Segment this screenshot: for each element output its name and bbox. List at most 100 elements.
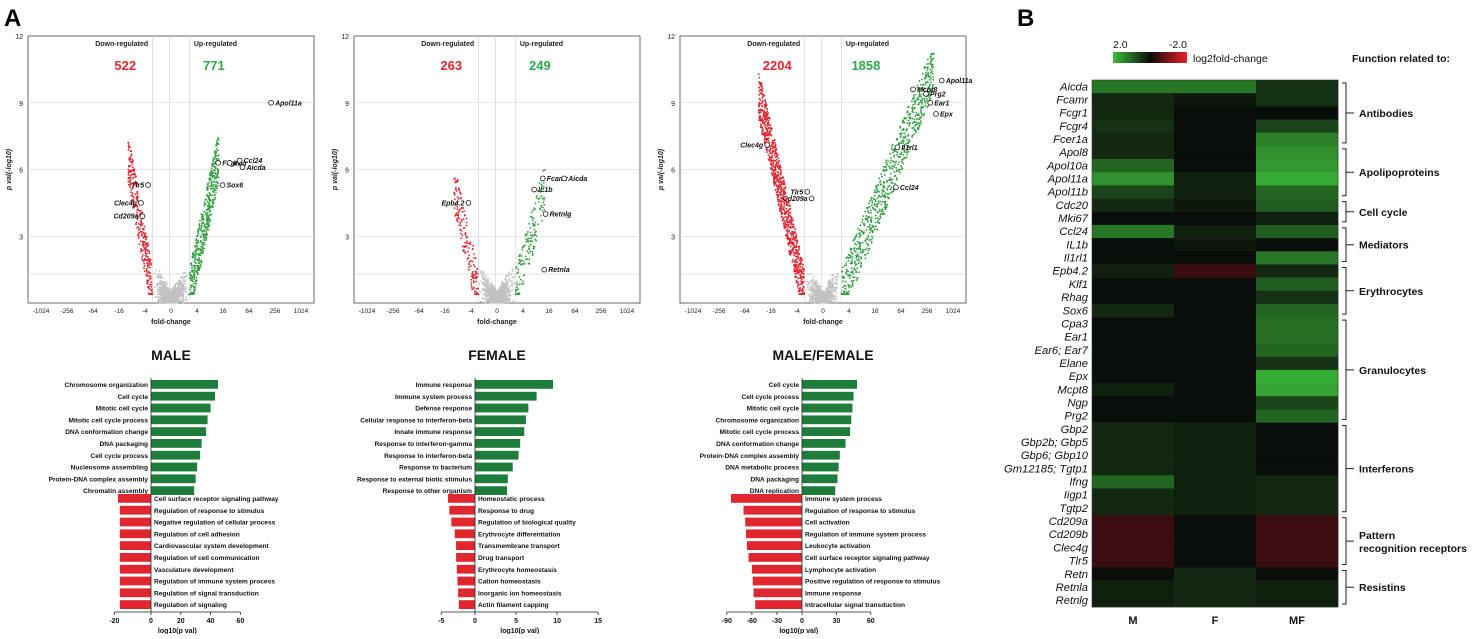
point [179, 289, 181, 291]
point [533, 247, 535, 249]
point [134, 193, 136, 195]
point [503, 282, 505, 284]
point [510, 289, 512, 291]
point [204, 230, 206, 232]
point [528, 258, 530, 260]
point [835, 287, 837, 289]
point [796, 253, 798, 255]
point [148, 271, 150, 273]
point [792, 259, 794, 261]
point [215, 173, 217, 175]
x-tick-label: 256 [596, 308, 607, 315]
point [174, 287, 176, 289]
point [508, 278, 510, 280]
point [797, 261, 799, 263]
point [500, 288, 502, 290]
point [458, 211, 460, 213]
point [201, 219, 203, 221]
point [530, 235, 532, 237]
point [141, 256, 143, 258]
point [208, 196, 210, 198]
point [455, 212, 457, 214]
point [760, 111, 762, 113]
x-tick-label: 1024 [294, 308, 309, 315]
point [797, 257, 799, 259]
gene-marker [269, 100, 274, 105]
point [132, 173, 134, 175]
x-tick-label: -64 [414, 308, 424, 315]
point [786, 220, 788, 222]
point [161, 284, 163, 286]
gene-label: Sox6 [226, 183, 243, 190]
point [180, 277, 182, 279]
point [203, 239, 205, 241]
point [161, 302, 163, 304]
point [774, 155, 776, 157]
point [165, 288, 167, 290]
point [173, 292, 175, 294]
point [766, 105, 768, 107]
y-tick-label: 6 [345, 168, 349, 175]
point [134, 173, 136, 175]
point [458, 218, 460, 220]
x-tick-label: 64 [571, 308, 579, 315]
point [807, 274, 809, 276]
point [175, 295, 177, 297]
point [197, 247, 199, 249]
point [218, 139, 220, 141]
point [138, 237, 140, 239]
point [769, 151, 771, 153]
point [159, 302, 161, 304]
point [534, 208, 536, 210]
up-regulated-label: Up-regulated [520, 41, 563, 48]
point [500, 286, 502, 288]
point [759, 118, 761, 120]
point [761, 110, 763, 112]
point [829, 295, 831, 297]
point [814, 292, 816, 294]
point [761, 130, 763, 132]
point [130, 191, 132, 193]
point [217, 150, 219, 152]
point [213, 163, 215, 165]
point [138, 232, 140, 234]
point [206, 215, 208, 217]
point [773, 175, 775, 177]
point [836, 295, 838, 297]
point [833, 299, 835, 301]
point [790, 222, 792, 224]
point [832, 286, 834, 288]
point [528, 246, 530, 248]
point [458, 224, 460, 226]
point [761, 127, 763, 129]
point [463, 210, 465, 212]
point [816, 286, 818, 288]
point [181, 276, 183, 278]
point [456, 190, 458, 192]
point [138, 229, 140, 231]
y-axis-label: p val(-log10) [6, 148, 13, 191]
point [779, 184, 781, 186]
point [457, 214, 459, 216]
point [455, 182, 457, 184]
point [794, 228, 796, 230]
point [830, 295, 832, 297]
point [785, 224, 787, 226]
point [207, 212, 209, 214]
point [205, 236, 207, 238]
x-tick-label: 0 [169, 308, 173, 315]
point [534, 229, 536, 231]
point [480, 301, 482, 303]
point [801, 258, 803, 260]
point [528, 248, 530, 250]
x-tick-label: -4 [794, 308, 800, 315]
point [534, 222, 536, 224]
point [135, 198, 137, 200]
point [131, 194, 133, 196]
point [210, 214, 212, 216]
point [197, 230, 199, 232]
point [215, 186, 217, 188]
point [793, 239, 795, 241]
point [519, 283, 521, 285]
